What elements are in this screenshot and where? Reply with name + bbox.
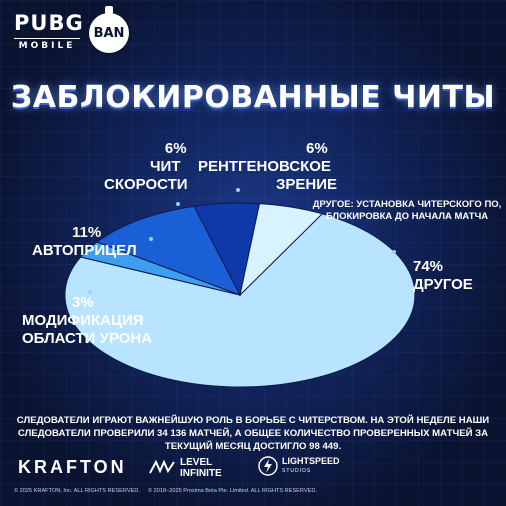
ban-badge: BAN [89,6,129,53]
footer-text: СЛЕДОВАТЕЛИ ИГРАЮТ ВАЖНЕЙШУЮ РОЛЬ В БОРЬ… [16,415,490,452]
dot-speed [176,202,180,206]
pubg-mobile-logo: PUBG MOBILE [14,10,84,58]
logo-text: PUBG [14,11,84,35]
name-other: ДРУГОЕ [413,276,473,293]
copyright-right: © 2018–2025 Proxima Beta Pte. Limited. A… [148,488,317,494]
dot-damage-mod [88,290,92,294]
chart-title: ЗАБЛОКИРОВАННЫЕ ЧИТЫ [10,80,496,115]
dot-aimbot [149,237,153,241]
copyright-left: © 2025 KRAFTON, Inc. ALL RIGHTS RESERVED… [14,488,140,494]
pct-damage-mod: 3% [72,294,94,311]
dot-xray [236,188,240,192]
slice-aimbot [95,205,242,296]
name-xray-1: РЕНТГЕНОВСКОЕ [198,158,331,175]
name-xray-2: ЗРЕНИЕ [276,176,338,193]
lightning-icon [258,456,278,476]
label-aimbot: 11% АВТОПРИЦЕЛ [32,224,137,260]
label-xray: 6% РЕНТГЕНОВСКОЕ ЗРЕНИЕ [198,140,337,194]
logo-subtext: MOBILE [14,38,80,52]
krafton-logo: KRAFTON [18,457,127,477]
lightspeed-logo: LIGHTSPEED STUDIOS [258,456,340,476]
chart-annotation: ДРУГОЕ: УСТАНОВКА ЧИТЕРСКОГО ПО, БЛОКИРО… [312,199,502,222]
pct-xray: 6% [306,140,328,157]
name-damage-mod-2: ОБЛАСТИ УРОНА [22,330,153,347]
dot-other [392,250,396,254]
level-infinite-logo: LEVEL INFINITE [148,457,222,479]
pct-other: 74% [413,258,444,275]
label-damage-mod: 3% МОДИФИКАЦИЯ ОБЛАСТИ УРОНА [22,294,152,348]
pie-slices [64,202,416,388]
level-infinite-icon [149,459,175,474]
pct-aimbot: 11% [72,224,102,241]
pct-speed: 6% [164,140,187,157]
level-line1: LEVEL [180,457,213,468]
label-other: 74% ДРУГОЕ [413,258,473,294]
lightspeed-name: LIGHTSPEED [282,456,340,466]
name-speed-1: ЧИТ [150,158,181,175]
name-aimbot: АВТОПРИЦЕЛ [32,242,137,259]
label-speed: 6% ЧИТ СКОРОСТИ [104,140,188,194]
slice-xray [239,203,324,297]
level-line2: INFINITE [180,468,222,479]
name-damage-mod-1: МОДИФИКАЦИЯ [22,312,144,329]
lightspeed-sub: STUDIOS [282,468,312,474]
name-speed-2: СКОРОСТИ [104,176,188,193]
slice-other [64,213,416,388]
